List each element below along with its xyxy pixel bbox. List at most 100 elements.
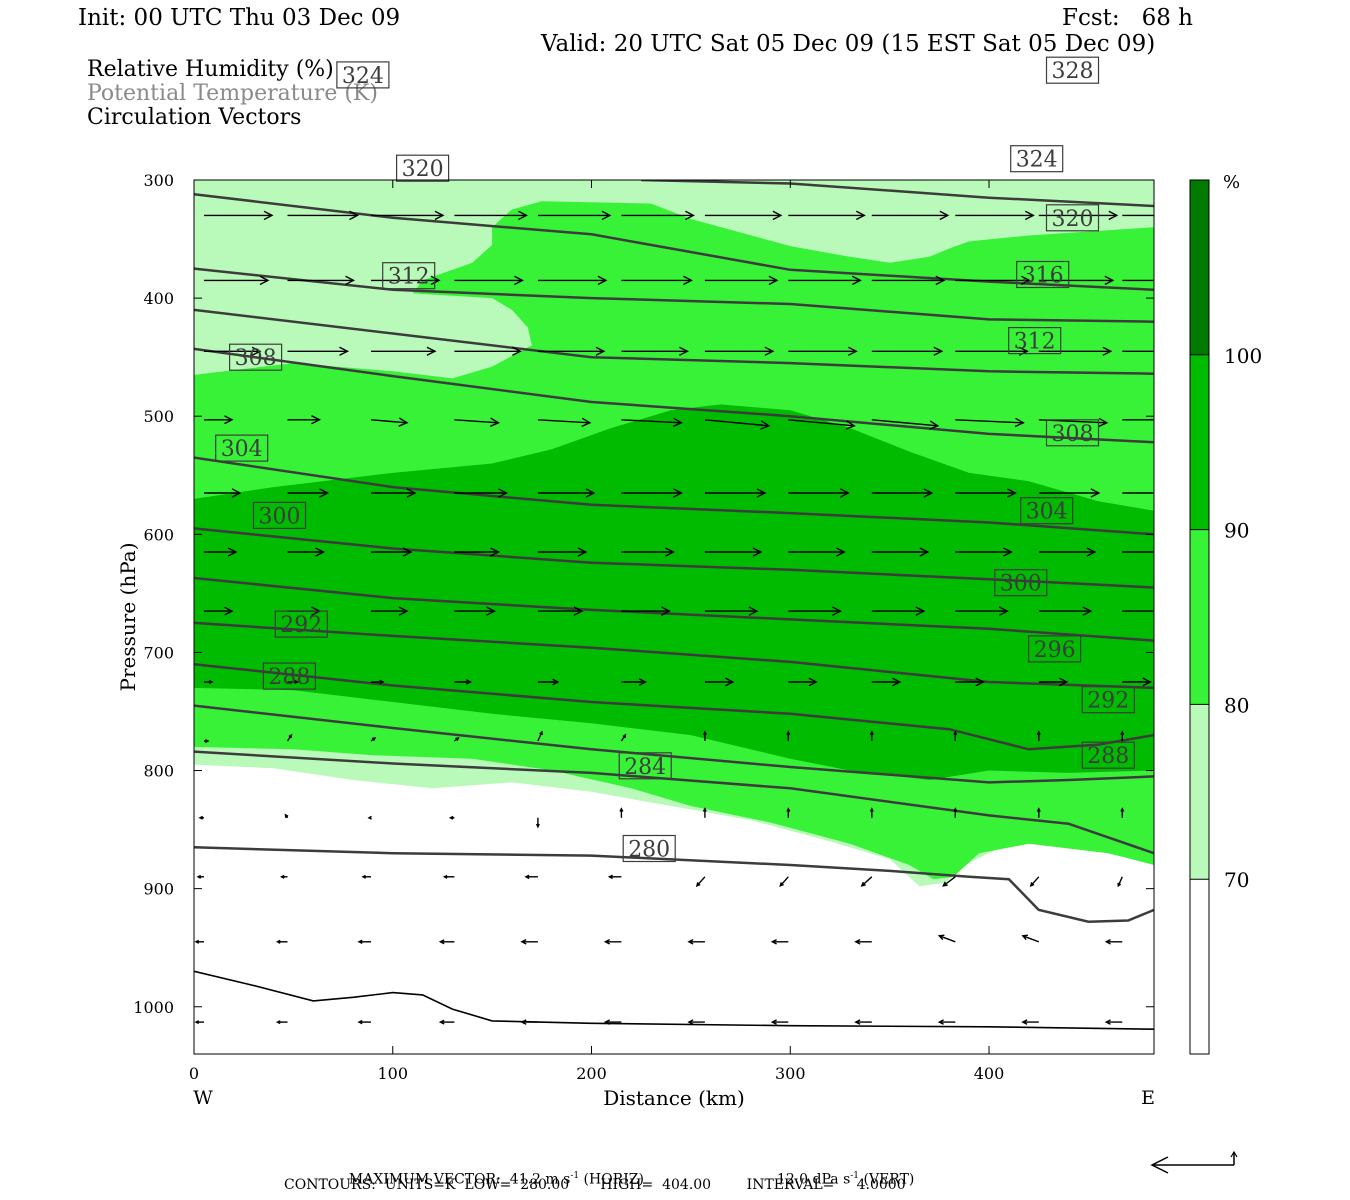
y-tick-label: 900	[143, 880, 174, 899]
circulation-vector	[537, 346, 606, 356]
circulation-vector	[788, 275, 862, 286]
circulation-vector	[537, 210, 612, 221]
circulation-vector	[953, 730, 958, 741]
isentrope-304	[194, 527, 1154, 589]
circulation-vector	[361, 874, 371, 879]
circulation-vector	[854, 938, 872, 945]
circulation-vector	[287, 275, 356, 286]
max-vector-exp: -1	[570, 1171, 580, 1181]
circulation-vector	[788, 419, 856, 430]
isentrope-label-280: 280	[622, 834, 676, 863]
circulation-vector	[871, 606, 926, 616]
isentrope-label-304: 304	[215, 434, 269, 462]
svg-text:308: 308	[235, 346, 277, 371]
circulation-vector	[1021, 1019, 1039, 1025]
circulation-vector	[621, 678, 647, 686]
colorbar-segment	[1190, 879, 1209, 1054]
max-vector-horiz-text: MAXIMUM VECTOR: 41.2 m s	[348, 1171, 571, 1188]
circulation-vector	[287, 346, 350, 356]
surface-pressure-line	[194, 970, 1154, 1030]
circulation-vector	[687, 1019, 705, 1025]
circulation-vector	[1120, 730, 1125, 741]
circulation-vector	[603, 1019, 622, 1025]
circulation-vector	[695, 876, 706, 887]
svg-text:320: 320	[1052, 207, 1094, 232]
circulation-vector	[275, 939, 288, 944]
circulation-vector	[454, 275, 524, 286]
circulation-vector	[955, 606, 1009, 616]
x-tick-label: 200	[576, 1064, 607, 1083]
circulation-vector	[520, 938, 538, 945]
svg-text:300: 300	[259, 504, 301, 529]
svg-text:280: 280	[628, 838, 670, 863]
circulation-vector	[370, 737, 377, 742]
circulation-vector	[621, 417, 683, 428]
x-tick-label: 0	[189, 1064, 199, 1083]
circulation-vector	[204, 739, 210, 744]
svg-text:292: 292	[1087, 689, 1129, 714]
y-tick-label: 1000	[133, 998, 174, 1017]
isentrope-label-292: 292	[1081, 686, 1135, 714]
isentrope-312	[194, 347, 1154, 444]
circulation-vector	[537, 606, 584, 616]
circulation-vector	[1038, 210, 1119, 221]
circulation-vector	[702, 807, 707, 818]
circulation-vector	[788, 210, 866, 221]
colorbar-segment	[1190, 180, 1209, 355]
contour-info: CONTOURS: UNITS=K LOW= 280.00 HIGH= 404.…	[284, 1177, 906, 1193]
circulation-vector	[371, 679, 385, 685]
svg-text:316: 316	[1022, 264, 1064, 289]
y-tick-label: 800	[143, 762, 174, 781]
isentrope-296	[194, 621, 1154, 690]
x-tick-label: 100	[377, 1064, 408, 1083]
circulation-vector	[704, 677, 735, 687]
y-tick-label: 500	[143, 407, 174, 426]
x-axis-west-label: W	[193, 1087, 213, 1109]
colorbar-frame	[1189, 179, 1210, 1055]
circulation-vector	[955, 417, 1025, 428]
circulation-vector	[438, 939, 455, 945]
colorbar-level-label: 90	[1224, 519, 1249, 543]
circulation-vector	[454, 346, 522, 356]
circulation-vector	[287, 488, 330, 498]
circulation-vector	[788, 677, 818, 687]
circulation-vector	[279, 874, 288, 879]
circulation-vector	[1038, 606, 1093, 616]
circulation-vector	[702, 730, 707, 741]
isentrope-280	[194, 846, 1154, 923]
max-vector-vert-exp: -1	[850, 1171, 860, 1181]
circulation-vector	[454, 679, 472, 685]
isentrope-label-288: 288	[262, 662, 316, 690]
circulation-vector	[537, 547, 588, 557]
max-vector-vert-label: (VERT)	[859, 1171, 915, 1188]
circulation-vector	[621, 488, 683, 498]
isentrope-label-292: 292	[274, 610, 328, 638]
svg-text:320: 320	[402, 157, 444, 182]
circulation-vector	[704, 547, 763, 557]
circulation-vector	[1038, 346, 1113, 356]
circulation-vector	[1038, 547, 1097, 557]
circulation-vector	[454, 606, 496, 616]
rh-region-90	[194, 404, 1154, 780]
isentrope-label-320: 320	[396, 154, 450, 182]
isentrope-308	[194, 456, 1154, 536]
isentrope-label-324: 324	[1010, 145, 1064, 173]
circulation-vector	[854, 1019, 872, 1025]
circulation-vector	[704, 346, 775, 356]
circulation-vector	[1104, 938, 1123, 945]
x-tick-label: 300	[775, 1064, 806, 1083]
circulation-vector	[955, 210, 1035, 221]
circulation-vector	[779, 876, 789, 887]
circulation-vector	[860, 876, 873, 887]
circulation-vector	[535, 817, 540, 829]
circulation-vector	[1117, 876, 1123, 888]
circulation-vector	[454, 417, 500, 427]
circulation-vector	[1122, 419, 1154, 421]
x-axis-label: Distance (km)	[603, 1086, 745, 1110]
circulation-vector	[871, 275, 946, 286]
isentrope-label-316: 316	[1016, 260, 1070, 289]
circulation-vector	[704, 488, 767, 498]
circulation-vector	[371, 210, 445, 221]
circulation-vector	[1122, 279, 1154, 282]
